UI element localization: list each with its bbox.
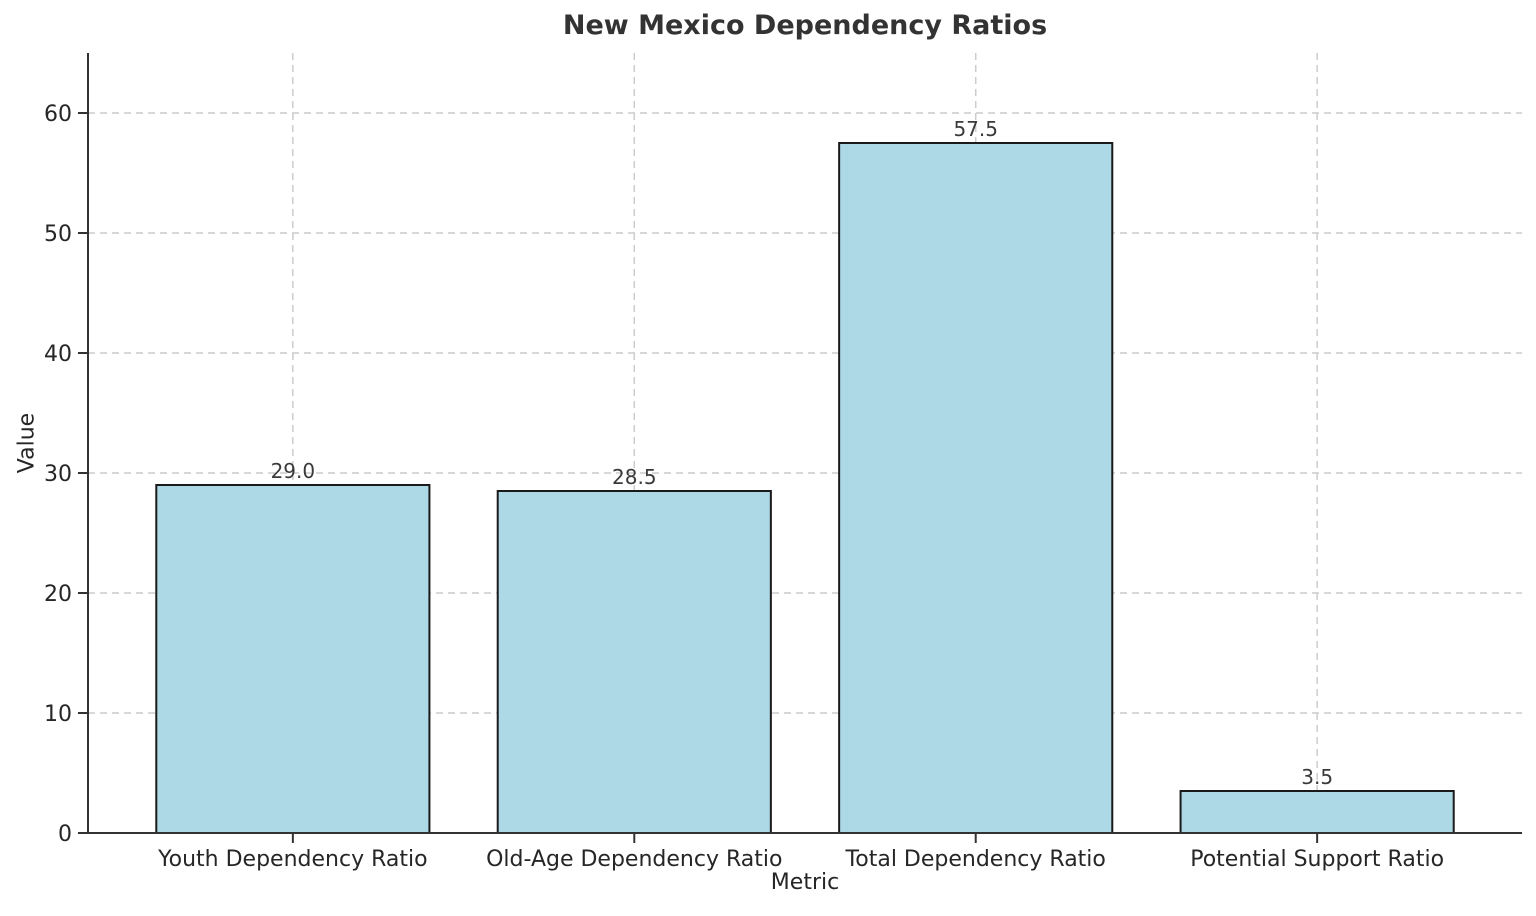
bar-value-label: 28.5: [612, 465, 657, 489]
y-tick-label: 10: [44, 702, 72, 727]
bar: [496, 490, 772, 834]
chart-title: New Mexico Dependency Ratios: [562, 10, 1048, 41]
y-tick-label: 0: [58, 822, 72, 847]
x-axis-label: Metric: [770, 870, 840, 895]
bar-value-label: 57.5: [953, 117, 998, 141]
x-tick-label: Old-Age Dependency Ratio: [486, 847, 782, 872]
y-tick-label: 30: [44, 462, 72, 487]
bar-value-label: 3.5: [1301, 765, 1333, 789]
y-axis-label: Value: [14, 412, 40, 474]
y-tick-label: 60: [44, 102, 72, 127]
y-tick-label: 40: [44, 342, 72, 367]
bar: [838, 142, 1114, 834]
y-tick-label: 20: [44, 582, 72, 607]
bar-value-label: 29.0: [271, 459, 316, 483]
x-tick-label: Potential Support Ratio: [1190, 847, 1444, 872]
bar: [155, 484, 431, 834]
bar: [1179, 790, 1455, 834]
x-tick-label: Youth Dependency Ratio: [157, 847, 427, 872]
x-tick-label: Total Dependency Ratio: [845, 847, 1106, 872]
y-tick-label: 50: [44, 222, 72, 247]
